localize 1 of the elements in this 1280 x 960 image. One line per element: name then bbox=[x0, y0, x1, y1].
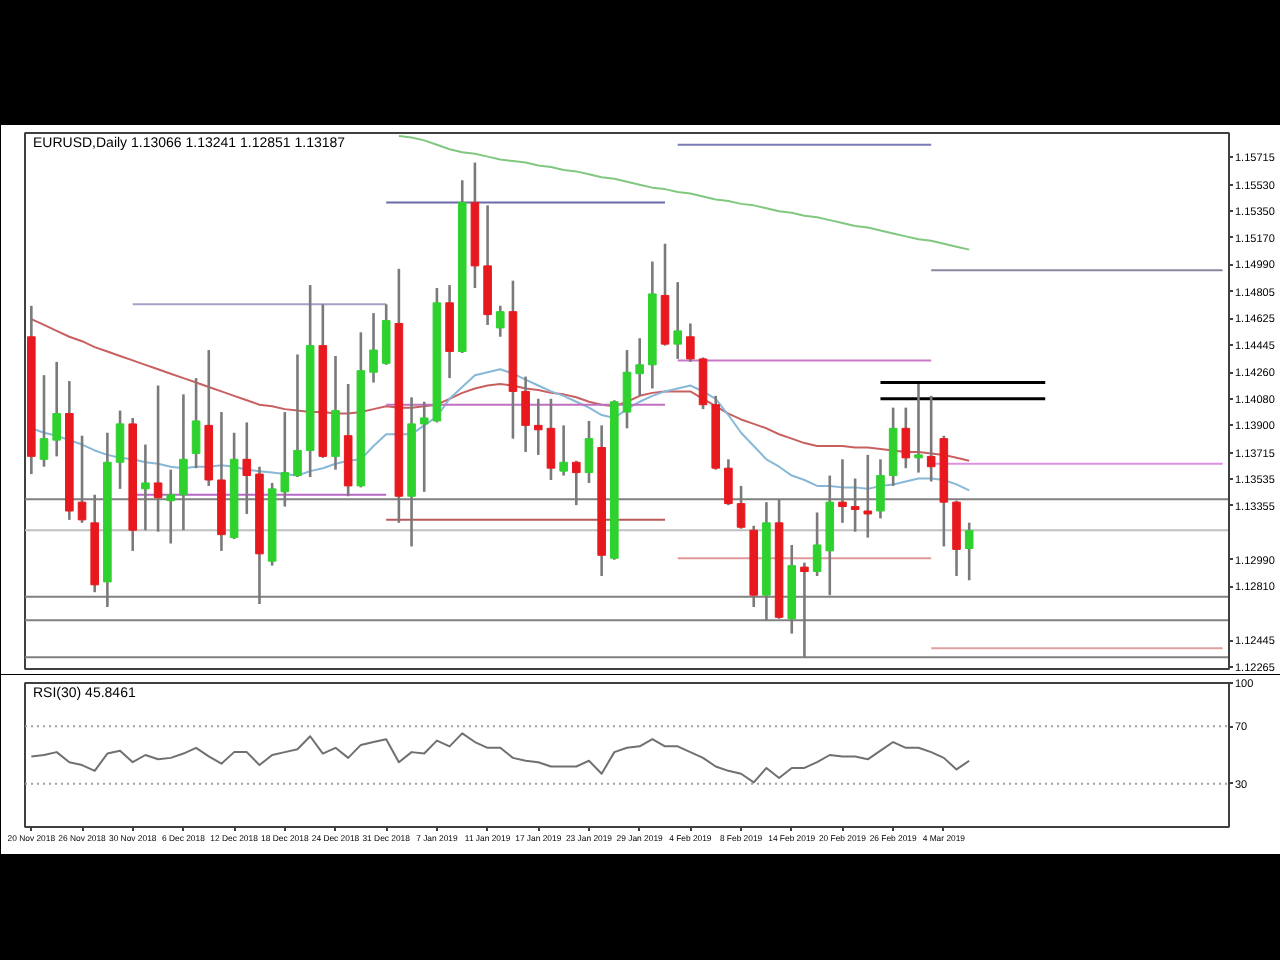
line-series bbox=[30, 732, 971, 784]
